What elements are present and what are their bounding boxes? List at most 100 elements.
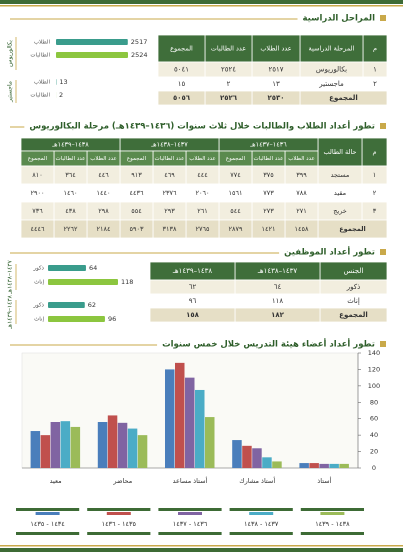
bar	[56, 52, 128, 58]
cell-text: مستجد	[331, 171, 350, 179]
bar-series-label: الطالبات	[30, 93, 50, 99]
cell-text: ٦٤	[274, 283, 282, 291]
bar-series-label: الطالبات	[30, 53, 50, 59]
title-bullet	[380, 249, 386, 255]
cell-text: ١٤٦٠	[64, 189, 78, 197]
cell-text: ٢٢٦٢	[64, 225, 78, 233]
legend-strip	[229, 508, 293, 511]
subheader-text: عدد الطلاب	[288, 156, 315, 162]
cell-text: بكالوريوس	[316, 66, 347, 74]
cell-text: ١٤٢١	[262, 225, 276, 233]
bar	[48, 279, 118, 285]
bar	[50, 422, 61, 468]
bar-value: 2517	[131, 38, 148, 46]
table-cell	[20, 219, 55, 239]
bar	[137, 435, 148, 468]
table-cell	[149, 307, 236, 323]
subheader-text: عدد الطالبات	[155, 156, 185, 162]
cell-text: ٤٣٨	[65, 207, 76, 215]
legend-strip	[300, 508, 364, 511]
bar	[70, 426, 81, 468]
cell-text: ٢	[373, 80, 377, 88]
cell-text: ٧٧٣	[263, 189, 274, 197]
cell-text: ٢٩٨	[98, 207, 109, 215]
x-tick-label: أستاذ مشارك	[239, 476, 275, 485]
cell-text: ٣١٣٨	[163, 225, 177, 233]
cell-text: ٢٥٢٤	[221, 66, 236, 74]
section-title: تطور أعداد الطلاب والطالبات خلال ثلاث سن…	[29, 120, 375, 132]
cell-text: ٢٩٣	[164, 207, 175, 215]
category-label: ١٤٣٨–١٤٣٩هـ	[7, 294, 14, 329]
legend-label: ١٤٣٦ - ١٤٣٧	[173, 520, 208, 528]
cell-text: ٢١٨٤	[97, 225, 111, 233]
header-text: ١٤٣٦–١٤٣٧هـ	[249, 141, 287, 149]
legend-swatch	[320, 512, 345, 515]
legend-label: ١٤٣٥ - ١٤٣٦	[102, 520, 137, 528]
header-cell	[361, 137, 388, 167]
header-text: عدد الطلاب	[260, 45, 291, 53]
legend-label: ١٤٣٧ - ١٤٣٨	[244, 520, 279, 528]
cell-text: ٢	[373, 189, 377, 197]
bar-value: 96	[108, 315, 116, 323]
cell-text: ٥٤٤	[230, 207, 240, 215]
legend-strip	[158, 532, 222, 535]
cell-text: ٨١٠	[32, 171, 42, 179]
bar	[175, 362, 185, 468]
cell-text: ١٤٥٨	[295, 225, 309, 233]
legend-strip	[300, 532, 364, 535]
cell-text: ٢٨٧٩	[229, 225, 243, 233]
legend-swatch	[249, 512, 274, 515]
table-cell	[157, 90, 206, 106]
header-text: م	[373, 45, 377, 53]
y-tick-label: 20	[370, 448, 378, 456]
bar	[185, 377, 195, 468]
cell-text: المجموع	[339, 311, 368, 319]
header-text: ١٤٣٧–١٤٣٨هـ	[150, 141, 188, 149]
legend-label: ١٤٣٤ - ١٤٣٥	[30, 520, 64, 528]
cell-text: ٢٠٦٠	[196, 189, 210, 197]
legend-strip	[16, 508, 80, 511]
bar-value: 62	[88, 301, 96, 309]
bottom-border-gold	[0, 545, 403, 547]
header-text: م	[372, 148, 376, 156]
cell-text: ٢٩٠٠	[31, 189, 45, 197]
bar	[56, 39, 128, 45]
cell-text: ٢٧٦٥	[196, 225, 210, 233]
cell-text: ٢٥٢٦	[220, 94, 238, 102]
bar	[40, 435, 51, 468]
y-tick-label: 0	[372, 464, 376, 472]
cell-text: ٥٠٥٦	[173, 94, 191, 102]
cell-text: ٢٧٣	[263, 207, 274, 215]
cell-text: ٧٣٦	[32, 207, 43, 215]
bar	[272, 461, 282, 468]
bar-series-label: الطلاب	[34, 80, 51, 86]
cell-text: ٤٦٩	[164, 171, 175, 179]
category-label: ١٤٣٧–١٤٣٨هـ	[7, 259, 14, 294]
subheader-text: المجموع	[28, 156, 48, 162]
cell-text: ٦٢	[189, 283, 197, 291]
x-tick-label: أستاذ مساعد	[173, 476, 208, 485]
header-text: ١٤٣٧–١٤٣٨هـ	[257, 267, 298, 275]
bar	[165, 369, 175, 468]
bar	[97, 422, 108, 468]
header-text: عدد الطالبات	[211, 45, 247, 53]
bar	[107, 415, 118, 468]
cell-text: ٣	[373, 207, 377, 215]
legend-swatch	[178, 512, 202, 515]
bar-series-label: ذكور	[32, 302, 44, 309]
header-text: ١٤٣٨–١٤٣٩هـ	[172, 267, 213, 275]
y-tick-label: 100	[368, 382, 380, 390]
bar-value: 64	[89, 264, 97, 272]
legend-strip	[229, 532, 293, 535]
subheader-text: عدد الطلاب	[90, 156, 117, 162]
cell-text: ١٨٢	[271, 311, 285, 319]
cell-text: ١	[373, 66, 377, 74]
section-title: المراحل الدراسية	[303, 14, 376, 24]
bar	[339, 463, 349, 468]
section-title: تطور أعداد أعضاء هيئة التدريس خلال خمس س…	[162, 338, 375, 350]
cell-text: ٥٠٤١	[174, 66, 189, 74]
cell-text: ٢٣٧٦	[163, 189, 177, 197]
top-border	[0, 0, 403, 4]
